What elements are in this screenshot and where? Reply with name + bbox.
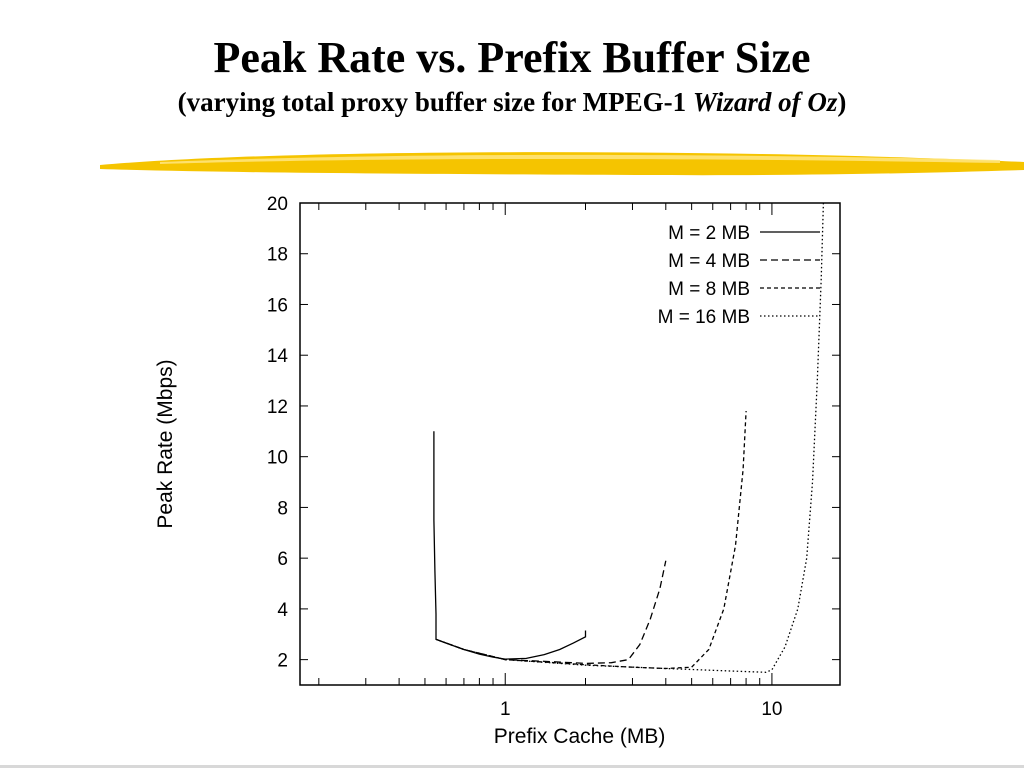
y-tick-label: 14: [267, 346, 289, 367]
series-lines: [433, 202, 825, 673]
series-line-4: [435, 202, 825, 673]
subtitle-prefix: (varying total proxy buffer size for MPE…: [177, 87, 693, 117]
tick-marks: [300, 202, 840, 685]
y-tick-label: 12: [267, 397, 288, 418]
y-tick-label: 20: [267, 194, 288, 215]
y-tick-label: 6: [277, 549, 288, 570]
slide-subtitle: (varying total proxy buffer size for MPE…: [0, 86, 1024, 118]
slide-title: Peak Rate vs. Prefix Buffer Size: [213, 33, 811, 82]
y-tick-label: 2: [277, 651, 288, 672]
legend-label: M = 8 MB: [668, 279, 750, 300]
legend-label: M = 16 MB: [658, 307, 750, 328]
x-tick-label: 10: [761, 699, 782, 720]
legend: M = 2 MB M = 4 MB M = 8 MB M = 16 MB: [658, 223, 820, 328]
subtitle-italic: Wizard of Oz: [692, 87, 838, 117]
x-axis-title: Prefix Cache (MB): [494, 725, 666, 748]
y-tick-label: 18: [267, 245, 288, 266]
plot-frame: [299, 202, 841, 686]
y-tick-label: 10: [267, 448, 288, 469]
legend-label: M = 2 MB: [668, 223, 750, 244]
x-tick-labels: 1 10: [500, 699, 783, 720]
y-tick-labels: 2 4 6 8 10 12 14 16 18 20: [267, 194, 289, 672]
y-tick-label: 4: [277, 600, 288, 621]
x-tick-label: 1: [500, 699, 511, 720]
y-axis-title: Peak Rate (Mbps): [154, 359, 177, 528]
series-line-3: [435, 410, 747, 670]
series-line-1: [433, 431, 587, 660]
legend-label: M = 4 MB: [668, 251, 750, 272]
brush-stroke-highlight: [160, 154, 1000, 164]
subtitle-suffix: ): [837, 87, 847, 117]
y-tick-label: 16: [267, 295, 288, 316]
slide-bottom-rule: [0, 765, 1024, 768]
series-line-2: [435, 560, 667, 665]
y-tick-label: 8: [277, 498, 288, 519]
yellow-brush-stroke: [100, 152, 1024, 176]
